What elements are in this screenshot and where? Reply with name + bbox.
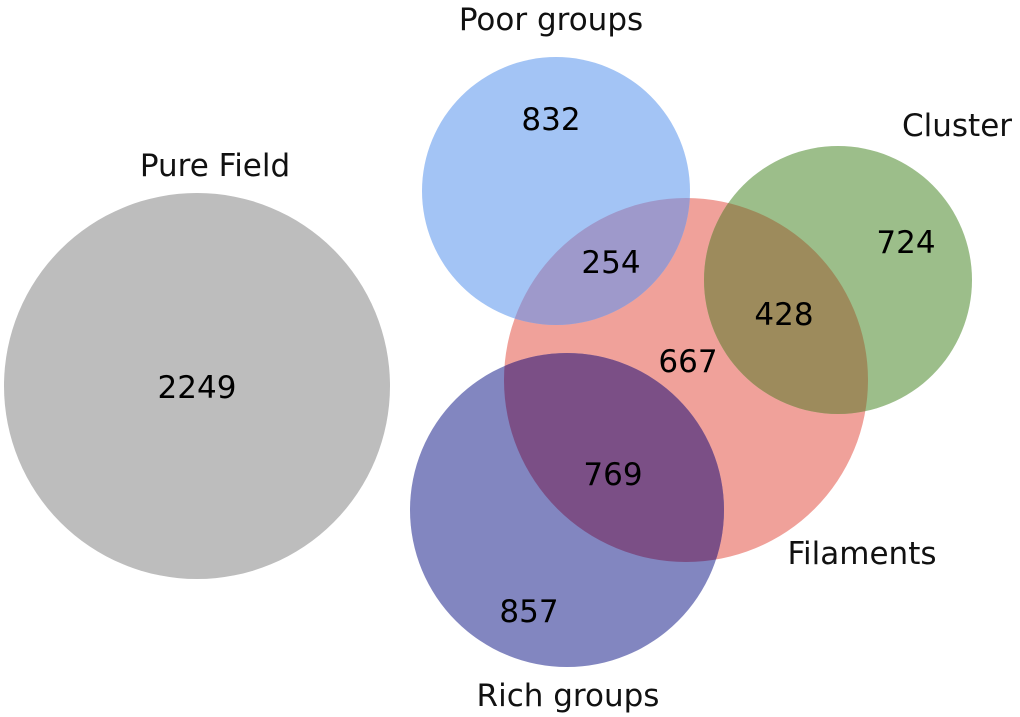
filaments-label: Filaments (787, 536, 936, 572)
poor-filaments-overlap (504, 198, 690, 325)
pure-field-label: Pure Field (140, 148, 290, 184)
count-filaments-only: 667 (658, 344, 717, 380)
count-rich-only: 857 (499, 594, 558, 630)
count-rich-filaments: 769 (583, 457, 642, 493)
pure-field-circle (4, 193, 390, 579)
rich-filaments-overlap (504, 353, 724, 562)
count-cluster-only: 724 (876, 225, 935, 261)
rich-groups-label: Rich groups (477, 678, 660, 714)
count-pure-field: 2249 (158, 370, 237, 406)
cluster-label: Cluster (902, 108, 1012, 144)
poor-groups-label: Poor groups (459, 2, 643, 38)
count-poor-only: 832 (521, 102, 580, 138)
count-cluster-filaments: 428 (754, 297, 813, 333)
count-poor-filaments: 254 (581, 245, 640, 281)
